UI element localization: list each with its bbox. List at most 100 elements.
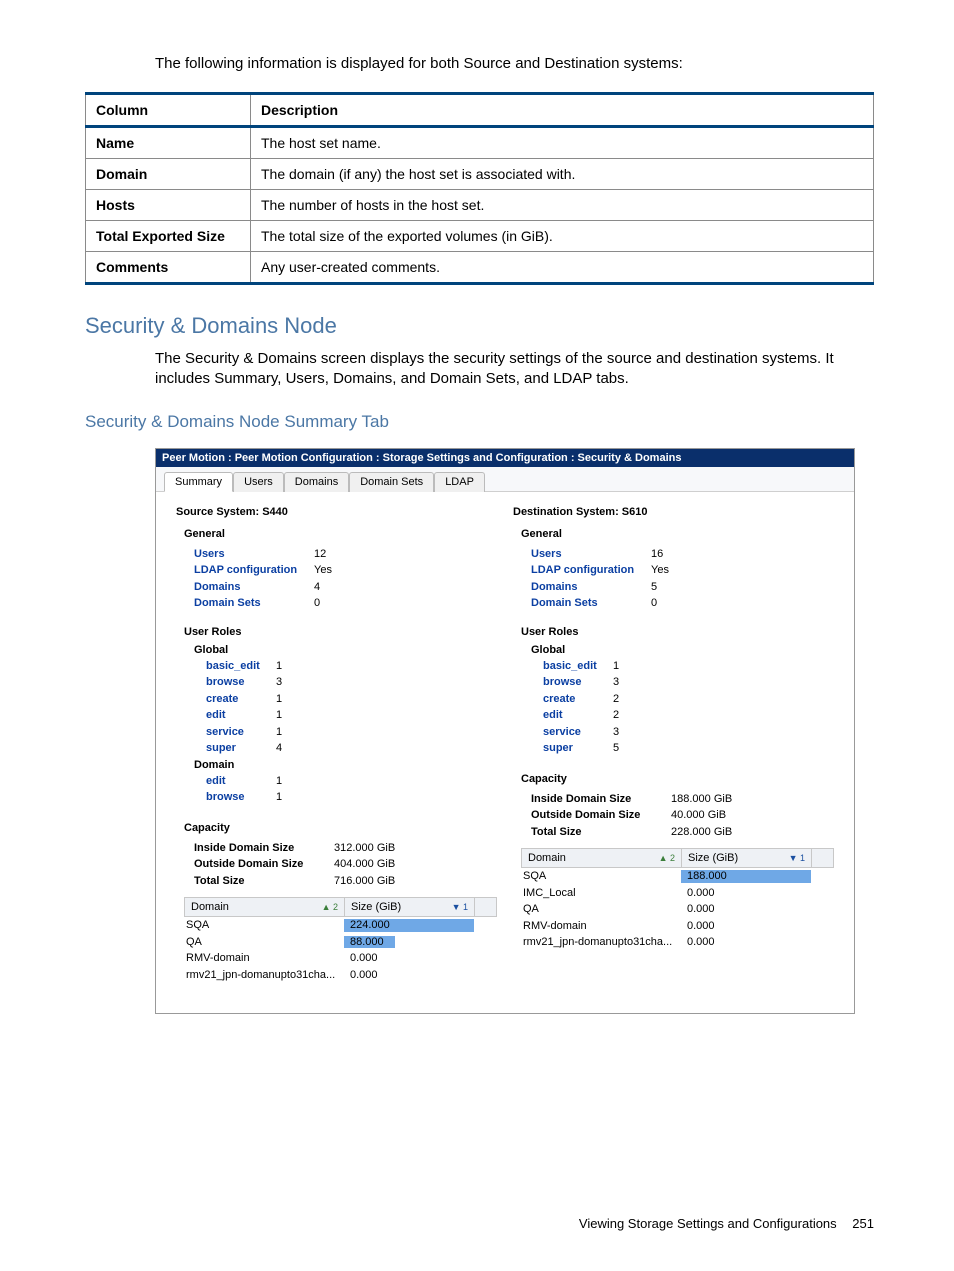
role-name[interactable]: basic_edit — [206, 658, 276, 675]
mini-row[interactable]: rmv21_jpn-domanupto31cha...0.000 — [184, 967, 497, 984]
kv-key[interactable]: Users — [531, 546, 651, 563]
role-value: 2 — [613, 691, 619, 708]
sort-down-icon: ▼ 1 — [452, 902, 468, 912]
role-value: 1 — [276, 724, 282, 741]
mini-row[interactable]: IMC_Local0.000 — [521, 885, 834, 902]
mini-row[interactable]: RMV-domain0.000 — [521, 918, 834, 935]
kv-key[interactable]: Domains — [531, 579, 651, 596]
role-row: create1 — [206, 691, 497, 708]
intro-text: The following information is displayed f… — [155, 55, 874, 72]
role-name[interactable]: service — [206, 724, 276, 741]
dest-column: Destination System: S610 General Users16… — [505, 506, 842, 984]
kv-value: 5 — [651, 579, 657, 596]
heading-summary-tab: Security & Domains Node Summary Tab — [85, 412, 874, 432]
role-row: browse3 — [543, 674, 834, 691]
mini-size-text: 0.000 — [346, 967, 474, 984]
mini-row[interactable]: SQA188.000 — [521, 868, 834, 885]
role-name[interactable]: edit — [206, 773, 276, 790]
role-value: 1 — [276, 658, 282, 675]
mini-size: 0.000 — [681, 885, 811, 902]
cell-description: The total size of the exported volumes (… — [251, 221, 874, 252]
tab-bar: SummaryUsersDomainsDomain SetsLDAP — [156, 467, 854, 492]
role-name[interactable]: create — [206, 691, 276, 708]
kv-row: Domain Sets0 — [531, 595, 834, 612]
source-col-size[interactable]: Size (GiB) ▼ 1 — [345, 898, 475, 916]
role-name[interactable]: create — [543, 691, 613, 708]
page-footer: Viewing Storage Settings and Configurati… — [579, 1216, 874, 1231]
kv-value: 4 — [314, 579, 320, 596]
role-name[interactable]: edit — [543, 707, 613, 724]
tab-users[interactable]: Users — [233, 472, 284, 492]
role-row: edit2 — [543, 707, 834, 724]
mini-domain: rmv21_jpn-domanupto31cha... — [521, 934, 681, 951]
cell-column: Hosts — [86, 190, 251, 221]
role-name[interactable]: browse — [206, 789, 276, 806]
dest-system-title: Destination System: S610 — [513, 506, 834, 518]
cell-description: The number of hosts in the host set. — [251, 190, 874, 221]
role-row: super5 — [543, 740, 834, 757]
capacity-key: Inside Domain Size — [194, 840, 334, 857]
mini-row[interactable]: RMV-domain0.000 — [184, 950, 497, 967]
role-name[interactable]: browse — [206, 674, 276, 691]
role-name[interactable]: browse — [543, 674, 613, 691]
source-global-label: Global — [194, 644, 497, 656]
dest-userroles-label: User Roles — [521, 626, 834, 638]
kv-key[interactable]: Domain Sets — [531, 595, 651, 612]
kv-key[interactable]: Users — [194, 546, 314, 563]
kv-key[interactable]: Domains — [194, 579, 314, 596]
role-name[interactable]: service — [543, 724, 613, 741]
window-titlebar: Peer Motion : Peer Motion Configuration … — [156, 449, 854, 467]
tab-domains[interactable]: Domains — [284, 472, 349, 492]
cell-column: Name — [86, 127, 251, 159]
role-value: 2 — [613, 707, 619, 724]
kv-value: 0 — [314, 595, 320, 612]
col-size-label: Size (GiB) — [688, 852, 738, 864]
tab-summary[interactable]: Summary — [164, 472, 233, 492]
kv-key[interactable]: LDAP configuration — [531, 562, 651, 579]
role-row: service1 — [206, 724, 497, 741]
role-name[interactable]: basic_edit — [543, 658, 613, 675]
kv-key[interactable]: Domain Sets — [194, 595, 314, 612]
role-row: browse3 — [206, 674, 497, 691]
kv-value: 16 — [651, 546, 663, 563]
mini-size-text: 0.000 — [346, 950, 474, 967]
dest-col-size[interactable]: Size (GiB) ▼ 1 — [682, 849, 812, 867]
mini-size-text: 188.000 — [683, 868, 811, 885]
mini-domain: rmv21_jpn-domanupto31cha... — [184, 967, 344, 984]
role-name[interactable]: super — [206, 740, 276, 757]
mini-row[interactable]: QA88.000 — [184, 934, 497, 951]
description-table: Column Description NameThe host set name… — [85, 92, 874, 285]
capacity-row: Inside Domain Size188.000 GiB — [531, 791, 834, 808]
tab-domain-sets[interactable]: Domain Sets — [349, 472, 434, 492]
footer-page-number: 251 — [852, 1216, 874, 1231]
kv-key[interactable]: LDAP configuration — [194, 562, 314, 579]
cell-description: The host set name. — [251, 127, 874, 159]
sort-up-icon: ▲ 2 — [659, 853, 675, 863]
role-value: 3 — [613, 674, 619, 691]
role-value: 4 — [276, 740, 282, 757]
mini-domain: QA — [521, 901, 681, 918]
mini-row[interactable]: rmv21_jpn-domanupto31cha...0.000 — [521, 934, 834, 951]
mini-row[interactable]: SQA224.000 — [184, 917, 497, 934]
kv-row: Users16 — [531, 546, 834, 563]
role-value: 1 — [276, 691, 282, 708]
mini-size: 0.000 — [681, 918, 811, 935]
capacity-row: Total Size228.000 GiB — [531, 824, 834, 841]
role-row: basic_edit1 — [543, 658, 834, 675]
source-col-domain[interactable]: Domain ▲ 2 — [185, 898, 345, 916]
mini-row[interactable]: QA0.000 — [521, 901, 834, 918]
capacity-row: Outside Domain Size404.000 GiB — [194, 856, 497, 873]
cell-column: Total Exported Size — [86, 221, 251, 252]
dest-col-domain[interactable]: Domain ▲ 2 — [522, 849, 682, 867]
mini-domain: RMV-domain — [521, 918, 681, 935]
capacity-value: 188.000 GiB — [671, 791, 732, 808]
tab-ldap[interactable]: LDAP — [434, 472, 485, 492]
role-value: 1 — [276, 707, 282, 724]
role-name[interactable]: edit — [206, 707, 276, 724]
capacity-value: 228.000 GiB — [671, 824, 732, 841]
kv-row: Domains4 — [194, 579, 497, 596]
mini-size-text: 88.000 — [346, 934, 474, 951]
role-row: browse1 — [206, 789, 497, 806]
cell-description: The domain (if any) the host set is asso… — [251, 159, 874, 190]
role-name[interactable]: super — [543, 740, 613, 757]
